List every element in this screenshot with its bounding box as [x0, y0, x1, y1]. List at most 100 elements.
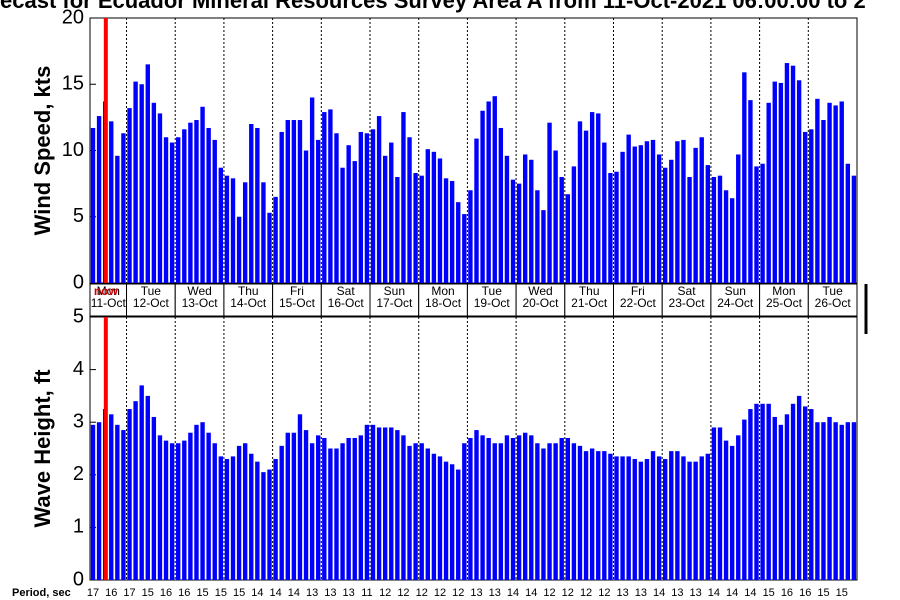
y-tick-label: 4	[73, 358, 84, 380]
bar	[529, 435, 534, 580]
bar	[303, 150, 309, 283]
day-name: Tue	[823, 284, 844, 298]
period-value: 13	[470, 587, 482, 599]
day-name: Fri	[290, 284, 304, 298]
bar	[206, 127, 211, 283]
bar	[449, 180, 455, 283]
period-value: 14	[708, 587, 720, 599]
bar	[176, 137, 181, 283]
bar	[498, 127, 504, 283]
bar	[480, 435, 485, 580]
period-value: 13	[306, 587, 318, 599]
bar	[468, 437, 473, 580]
bar	[669, 159, 674, 283]
bar	[224, 459, 230, 580]
bar	[851, 175, 857, 283]
bar	[717, 175, 723, 283]
y-tick-label: 1	[73, 516, 84, 538]
y-tick-label: 0	[73, 271, 84, 293]
bar	[681, 139, 686, 283]
period-value: 15	[142, 587, 154, 599]
period-value: 12	[416, 587, 428, 599]
bar	[516, 435, 522, 580]
bar	[212, 139, 217, 283]
bar	[188, 432, 193, 580]
period-value: 15	[196, 587, 208, 599]
bar	[608, 453, 613, 580]
bar	[358, 131, 364, 283]
bar	[291, 432, 297, 580]
bar	[711, 177, 717, 283]
period-value: 16	[799, 587, 811, 599]
bar	[772, 81, 777, 283]
bar	[96, 116, 102, 283]
day-date: 19-Oct	[474, 296, 511, 310]
bar	[644, 459, 650, 580]
day-date: 16-Oct	[328, 296, 365, 310]
period-value: 16	[105, 587, 117, 599]
now-label: now	[94, 284, 119, 298]
bar	[510, 179, 516, 283]
bar	[778, 424, 784, 580]
day-name: Fri	[631, 284, 645, 298]
bar	[443, 461, 449, 580]
y-tick-label: 10	[62, 139, 84, 161]
bar	[620, 456, 625, 580]
bar	[626, 456, 631, 580]
period-value: 13	[635, 587, 647, 599]
bar	[291, 120, 297, 284]
bar	[656, 456, 662, 580]
period-value: 13	[489, 587, 501, 599]
bar	[760, 403, 765, 580]
bar	[157, 113, 163, 284]
bar	[596, 113, 601, 284]
period-value: 16	[178, 587, 190, 599]
bar	[498, 443, 504, 580]
period-value: 13	[324, 587, 336, 599]
bar	[200, 106, 205, 284]
bar	[614, 456, 619, 580]
bar	[200, 422, 205, 580]
bar	[230, 456, 236, 580]
bar	[279, 131, 284, 283]
period-value: 13	[343, 587, 355, 599]
bar	[121, 133, 126, 283]
day-name: Sat	[678, 284, 697, 298]
bar	[547, 122, 552, 283]
bar	[845, 163, 851, 283]
bar	[790, 65, 796, 283]
bar	[681, 456, 686, 580]
bar	[364, 133, 370, 283]
day-box	[807, 283, 858, 317]
day-name: Wed	[528, 284, 552, 298]
bar	[790, 403, 796, 580]
bar	[151, 416, 157, 580]
bar	[614, 171, 619, 283]
period-value: 12	[543, 587, 555, 599]
bar	[328, 109, 333, 283]
bar	[285, 432, 290, 580]
bar	[249, 453, 254, 580]
bar	[650, 451, 656, 580]
bar	[413, 443, 418, 580]
day-date: 20-Oct	[522, 296, 559, 310]
bar	[236, 216, 242, 283]
bar	[273, 196, 278, 283]
bar	[693, 461, 698, 580]
bar	[322, 112, 327, 283]
bar	[754, 166, 759, 283]
bar	[766, 102, 771, 283]
bar	[218, 456, 224, 580]
bar	[504, 155, 510, 283]
bar	[419, 175, 424, 283]
bar	[589, 112, 595, 283]
period-value: 13	[690, 587, 702, 599]
bar	[334, 448, 339, 580]
bar	[736, 435, 741, 580]
bar	[796, 80, 802, 284]
bar	[316, 139, 321, 283]
bar	[115, 424, 120, 580]
bar	[261, 472, 266, 580]
day-name: Sun	[725, 284, 746, 298]
